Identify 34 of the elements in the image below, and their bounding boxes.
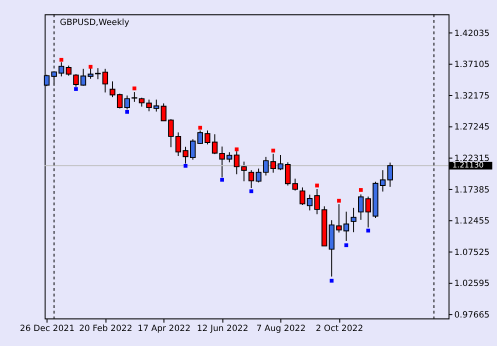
x-tick-label: 7 Aug 2022 bbox=[256, 324, 306, 334]
y-tick-label: 1.42035 bbox=[454, 28, 490, 39]
point bbox=[74, 87, 78, 91]
candlestick bbox=[292, 178, 298, 192]
candlestick bbox=[350, 207, 356, 233]
point bbox=[88, 64, 92, 69]
y-tick-label: 1.27245 bbox=[454, 122, 490, 133]
point bbox=[125, 110, 130, 114]
x-tick-label: 20 Feb 2022 bbox=[79, 324, 132, 334]
point bbox=[132, 86, 136, 90]
y-tick-label: 1.02595 bbox=[454, 279, 490, 290]
point bbox=[315, 184, 319, 188]
y-tick-label: 1.17385 bbox=[454, 185, 490, 196]
x-tick-label: 2 Oct 2022 bbox=[316, 324, 364, 334]
point bbox=[184, 164, 188, 168]
candlestick bbox=[358, 194, 364, 220]
x-tick-label: 17 Apr 2022 bbox=[138, 324, 191, 334]
y-tick-label: 1.32175 bbox=[454, 91, 490, 102]
y-tick-label: 1.12455 bbox=[454, 216, 490, 227]
point bbox=[337, 198, 341, 203]
y-tick-label: 1.07525 bbox=[454, 248, 490, 258]
x-tick-label: 26 Dec 2021 bbox=[20, 324, 75, 334]
point bbox=[271, 148, 276, 153]
point bbox=[366, 228, 370, 232]
y-tick-label: 1.37105 bbox=[454, 60, 490, 70]
candlestick bbox=[102, 68, 108, 93]
ref-line-label: 1.21130 bbox=[452, 160, 484, 170]
point bbox=[59, 58, 64, 62]
y-tick-label: 0.97665 bbox=[454, 310, 490, 320]
x-tick-label: 12 Jun 2022 bbox=[196, 324, 248, 334]
point bbox=[220, 178, 224, 182]
candlestick bbox=[66, 65, 72, 76]
chart-title: GBPUSD,Weekly bbox=[60, 18, 130, 28]
point bbox=[358, 188, 363, 192]
